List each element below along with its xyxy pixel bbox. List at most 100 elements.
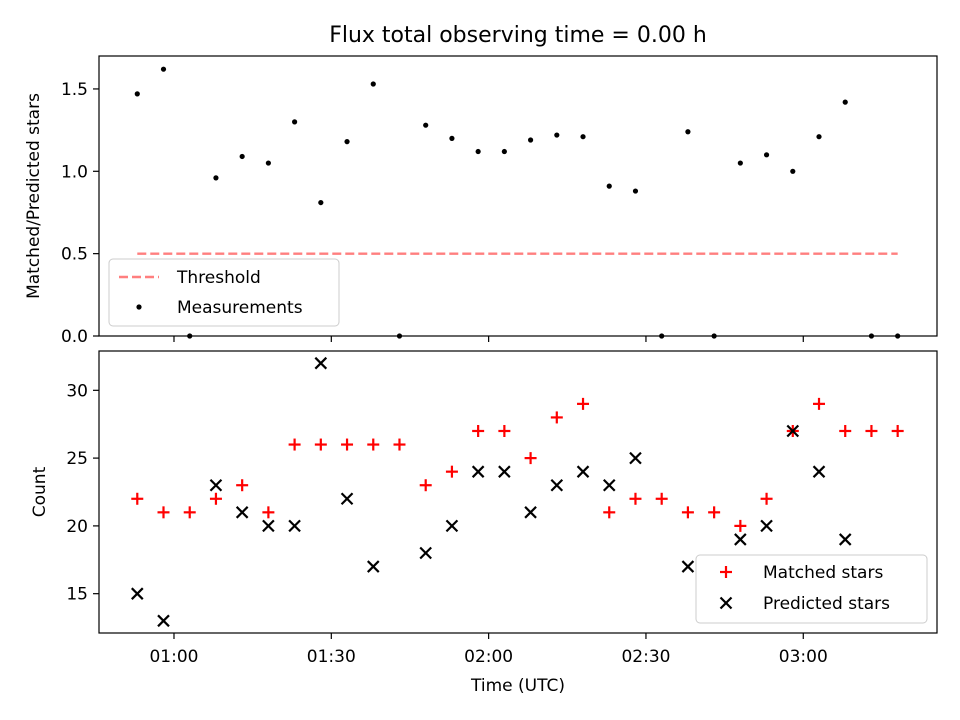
measurement-point: 1.3	[292, 119, 298, 125]
predicted-star-point: 20	[445, 519, 459, 533]
predicted-star-point: 21	[524, 506, 537, 519]
measurement-point: 1.53	[370, 81, 376, 87]
measurement-point: 1.18	[344, 139, 350, 145]
measurement-point: 1.28	[423, 122, 429, 128]
predicted-star-point: 18	[419, 546, 432, 560]
matched-star-point: 22	[209, 492, 222, 505]
matched-star-point: 22	[629, 492, 642, 505]
count-marks: 2221212223212626262626232427272528292122…	[131, 356, 904, 628]
ratio-legend: Threshold Measurements	[108, 258, 340, 327]
ratio-marks: 1.471.6200.961.091.051.30.811.181.5301.2…	[134, 66, 901, 339]
predicted-star-point: 25	[629, 451, 642, 465]
predicted-star-point: 24	[812, 465, 826, 478]
measurement-point: 1.42	[842, 99, 848, 105]
predicted-star-point: 24	[576, 465, 590, 478]
predicted-star-point: 21	[235, 506, 249, 519]
count-x-ticks: 01:00 01:30 02:00 02:30 03:00	[149, 633, 828, 667]
predicted-star-point: 22	[340, 492, 354, 506]
measurement-point: 0.96	[213, 175, 219, 181]
matched-star-point: 26	[288, 438, 301, 451]
predicted-star-point: 15	[131, 587, 144, 600]
legend-matched-marker	[720, 566, 732, 578]
ratio-y-axis-label: Matched/Predicted stars	[24, 93, 44, 299]
predicted-star-point: 23	[550, 478, 564, 492]
matched-star-point: 23	[419, 479, 432, 492]
measurement-point: 1.09	[239, 153, 245, 160]
matched-star-point: 21	[262, 506, 275, 519]
x-tick-label: 02:30	[621, 647, 670, 667]
measurement-point: 1	[790, 168, 796, 174]
matched-star-point: 26	[367, 438, 380, 451]
count-y-tick-label: 20	[66, 517, 88, 537]
measurement-point: 1.12	[501, 148, 507, 155]
count-y-ticks: 15 20 25 30	[66, 381, 99, 605]
count-y-tick-label: 25	[66, 449, 88, 469]
measurement-point: 0.81	[318, 199, 324, 206]
matched-star-point: 26	[393, 438, 406, 451]
ratio-panel: 1.471.6200.961.091.051.30.811.181.5301.2…	[24, 55, 938, 347]
matched-star-point: 29	[813, 397, 826, 410]
legend-predicted-label: Predicted stars	[763, 594, 890, 614]
matched-star-point: 21	[157, 506, 170, 519]
ratio-y-tick-label: 1.0	[61, 162, 88, 182]
x-tick-label: 03:00	[779, 647, 828, 667]
matched-star-point: 22	[131, 492, 144, 505]
ratio-y-tick-label: 0.5	[61, 245, 88, 265]
measurement-point: 1.62	[160, 66, 167, 72]
ratio-y-ticks: 0.0 0.5 1.0 1.5	[61, 80, 99, 347]
predicted-star-point: 24	[471, 465, 485, 478]
matched-star-point: 23	[236, 479, 249, 492]
measurement-point: 1.21	[580, 134, 586, 140]
matched-star-point: 29	[577, 397, 590, 410]
measurement-point: 1.21	[816, 134, 822, 140]
measurement-point: 1.05	[737, 160, 743, 166]
legend-matched-label: Matched stars	[763, 563, 883, 583]
predicted-star-point: 24	[498, 465, 511, 478]
predicted-star-point: 20	[262, 519, 275, 533]
predicted-star-point: 23	[602, 478, 616, 492]
matched-star-point: 21	[603, 506, 616, 519]
ratio-y-tick-label: 1.5	[61, 80, 88, 100]
measurement-point: 1.2	[449, 135, 455, 141]
matched-star-point: 26	[314, 438, 327, 451]
count-y-axis-label: Count	[30, 466, 50, 517]
matched-star-point: 27	[891, 424, 904, 437]
measurement-point: 1.05	[265, 160, 271, 166]
predicted-star-point: 20	[760, 519, 773, 533]
matched-star-point: 21	[183, 506, 196, 519]
matched-star-point: 24	[445, 465, 458, 478]
measurement-point: 1.1	[763, 152, 770, 158]
x-tick-label: 01:00	[149, 647, 198, 667]
matched-star-point: 25	[524, 452, 537, 465]
measurement-point: 1.24	[685, 129, 691, 135]
x-axis-label: Time (UTC)	[470, 676, 565, 696]
count-plot-frame	[98, 350, 938, 634]
legend-matched-swatch	[720, 566, 732, 578]
predicted-star-point: 23	[209, 478, 223, 492]
matched-star-point: 21	[708, 506, 721, 519]
legend-measurements-swatch	[136, 304, 142, 310]
measurement-point: 0.88	[632, 188, 639, 194]
matched-star-point: 22	[655, 492, 668, 505]
figure-title: Flux total observing time = 0.00 h	[329, 23, 707, 48]
measurement-point: 0.91	[606, 183, 612, 189]
matched-star-point: 22	[760, 492, 773, 505]
count-legend: Matched stars Predicted stars	[695, 554, 928, 624]
matched-star-point: 21	[681, 506, 694, 519]
legend-measurements-label: Measurements	[177, 298, 303, 318]
count-panel: 2221212223212626262626232427272528292122…	[30, 350, 938, 696]
predicted-star-point: 17	[366, 560, 380, 573]
predicted-star-point: 20	[288, 519, 301, 533]
matched-star-point: 27	[498, 424, 511, 437]
legend-predicted-swatch	[719, 596, 733, 610]
count-y-tick-label: 30	[66, 381, 88, 401]
predicted-star-point: 19	[734, 533, 747, 546]
matched-star-point: 20	[734, 519, 747, 532]
predicted-star-point: 27	[786, 424, 800, 438]
measurement-point: 1.19	[527, 137, 534, 143]
ratio-x-ticks	[173, 336, 804, 342]
ratio-legend-box	[108, 258, 340, 327]
matched-star-point: 26	[341, 438, 354, 451]
predicted-star-point: 19	[838, 533, 852, 546]
